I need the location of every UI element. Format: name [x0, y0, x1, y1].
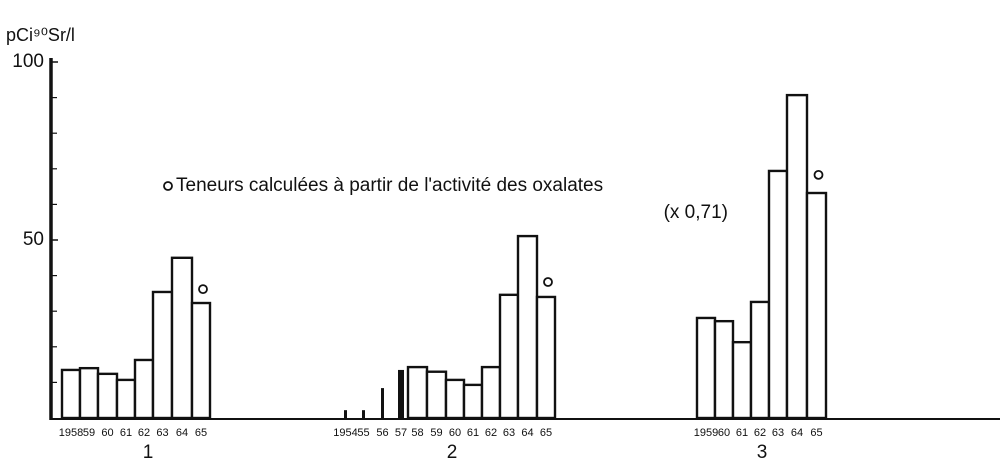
- bar: [151, 290, 174, 420]
- x-tick-label: 1959: [694, 427, 718, 439]
- bar: [406, 365, 429, 420]
- bar: [133, 358, 155, 420]
- bar: [444, 378, 466, 420]
- oxalate-marker: [198, 284, 208, 295]
- x-tick-label: 56: [376, 427, 388, 439]
- x-tick-label: 60: [718, 427, 730, 439]
- bar: [398, 369, 404, 418]
- x-tick-label: 61: [120, 427, 132, 439]
- group-label: 2: [447, 442, 458, 463]
- x-tick-label: 1954: [333, 427, 357, 439]
- x-tick-label: 61: [467, 427, 479, 439]
- bar: [96, 372, 119, 420]
- bar: [78, 366, 100, 420]
- bar: [713, 319, 735, 420]
- bar: [731, 340, 753, 420]
- x-tick-label: 62: [138, 427, 150, 439]
- x-tick-label: 62: [754, 427, 766, 439]
- x-tick-label: 61: [736, 427, 748, 439]
- bar: [785, 93, 809, 420]
- x-tick-label: 58: [411, 427, 423, 439]
- x-tick-label: 65: [195, 427, 207, 439]
- y-axis-label: pCi⁹⁰Sr/l: [6, 25, 75, 45]
- x-tick-label: 60: [101, 427, 113, 439]
- x-tick-label: 63: [772, 427, 784, 439]
- oxalate-marker: [543, 277, 553, 287]
- bar: [480, 365, 502, 420]
- x-tick-label: 60: [449, 427, 461, 439]
- bar: [535, 295, 557, 420]
- bar: [425, 370, 448, 420]
- bar: [344, 410, 347, 418]
- x-tick-label: 59: [430, 427, 442, 439]
- legend-text: Teneurs calculées à partir de l'activité…: [176, 175, 603, 196]
- group-label: 1: [143, 442, 154, 463]
- x-tick-label: 55: [357, 427, 369, 439]
- x-tick-label: 62: [485, 427, 497, 439]
- bar: [60, 368, 82, 420]
- group-label: 3: [757, 442, 768, 463]
- bar: [498, 293, 520, 420]
- x-tick-label: 65: [540, 427, 552, 439]
- x-tick-label: 64: [176, 427, 188, 439]
- y-tick-label: 50: [23, 229, 44, 250]
- bar: [190, 301, 212, 420]
- bar: [115, 378, 137, 420]
- x-tick-label: 64: [791, 427, 803, 439]
- oxalate-marker: [813, 169, 824, 180]
- bar: [516, 234, 539, 420]
- legend-note: (x 0,71): [664, 202, 728, 223]
- bar: [381, 388, 384, 418]
- x-tick-label: 65: [810, 427, 822, 439]
- bar: [462, 383, 484, 420]
- x-tick-label: 64: [521, 427, 533, 439]
- bar: [362, 410, 365, 418]
- x-tick-label: 57: [395, 427, 407, 439]
- bar: [695, 316, 717, 420]
- y-tick-label: 100: [12, 51, 44, 72]
- bar: [767, 169, 789, 420]
- x-tick-label: 59: [83, 427, 95, 439]
- x-tick-label: 63: [503, 427, 515, 439]
- bar: [170, 256, 194, 420]
- x-tick-label: 1958: [59, 427, 83, 439]
- bar: [749, 300, 771, 420]
- x-tick-label: 63: [156, 427, 168, 439]
- legend-marker: [163, 181, 173, 191]
- bar: [805, 191, 828, 420]
